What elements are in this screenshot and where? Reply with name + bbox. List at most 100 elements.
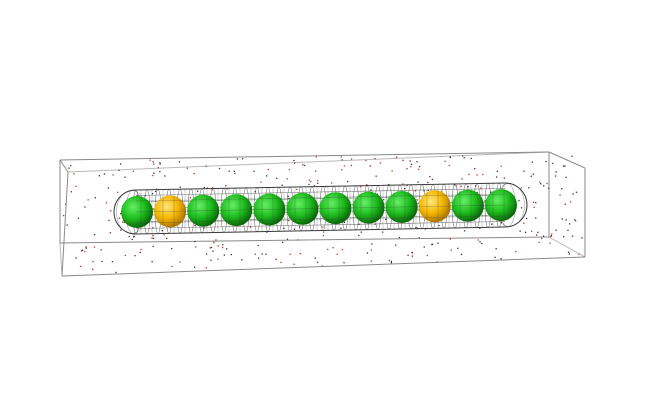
particle	[153, 163, 155, 165]
particle	[70, 191, 72, 193]
particle	[233, 170, 235, 172]
particle	[423, 246, 425, 248]
particle	[551, 233, 553, 235]
particle	[109, 232, 111, 234]
particle	[350, 158, 353, 160]
particle	[293, 263, 295, 265]
green-sphere	[187, 194, 220, 227]
particle	[66, 224, 68, 226]
particle	[308, 183, 310, 186]
particle	[242, 158, 244, 160]
particle	[565, 176, 567, 178]
particle	[537, 231, 539, 233]
particle	[195, 246, 197, 248]
particle	[548, 187, 550, 189]
particle	[343, 165, 346, 167]
particle	[299, 253, 301, 255]
particle	[105, 202, 108, 204]
particle	[406, 168, 408, 170]
green-sphere	[352, 191, 385, 224]
box-edge	[59, 159, 69, 173]
particle	[555, 229, 557, 231]
particle	[571, 155, 573, 157]
particle	[111, 261, 114, 263]
particle	[479, 241, 481, 243]
particle	[179, 186, 181, 188]
particle	[282, 241, 284, 243]
particle	[299, 226, 301, 228]
bounding-box-back	[59, 151, 550, 244]
particle	[178, 161, 181, 163]
particle	[463, 230, 466, 232]
green-sphere	[385, 191, 418, 223]
particle	[546, 182, 548, 185]
particle	[503, 177, 505, 179]
particle	[189, 197, 192, 199]
particle	[144, 195, 146, 197]
particle	[388, 183, 390, 186]
particle	[117, 191, 119, 193]
particle	[424, 228, 427, 230]
capsule-front-wire	[135, 193, 506, 202]
particle	[568, 253, 570, 255]
particle	[555, 171, 557, 173]
particle	[286, 238, 289, 240]
particle	[205, 253, 208, 255]
particle	[84, 250, 86, 253]
particle	[323, 231, 325, 233]
particle	[564, 165, 566, 167]
particle	[205, 267, 207, 269]
box-edge	[548, 151, 586, 169]
particle	[316, 261, 319, 263]
particle	[545, 160, 547, 163]
particle	[460, 185, 462, 187]
particle	[379, 162, 381, 164]
particle	[496, 176, 498, 178]
particle	[152, 245, 154, 247]
particle	[80, 250, 83, 252]
particle	[107, 187, 109, 189]
particle	[520, 187, 522, 189]
particle	[540, 183, 542, 185]
particle	[297, 239, 299, 241]
particle	[281, 184, 283, 186]
particle	[77, 217, 79, 219]
particle	[288, 219, 290, 222]
particle	[571, 235, 574, 237]
particle	[383, 199, 385, 201]
particle	[215, 239, 217, 241]
particle	[93, 234, 96, 236]
particle	[479, 227, 481, 229]
particle	[152, 174, 154, 177]
particle	[84, 206, 86, 208]
particle	[563, 236, 565, 238]
particle	[429, 175, 431, 178]
particle	[63, 215, 65, 217]
capsule-outline	[113, 182, 528, 235]
particle	[531, 161, 533, 163]
particle	[118, 217, 121, 219]
particle	[460, 253, 463, 256]
particle	[369, 165, 371, 167]
particle	[120, 163, 122, 165]
box-edge	[61, 171, 69, 277]
particle	[217, 245, 219, 247]
particle	[70, 165, 72, 167]
particle	[366, 252, 369, 254]
particle	[194, 266, 196, 268]
particle	[518, 199, 520, 202]
particle	[275, 258, 277, 260]
particle	[93, 246, 96, 248]
particle	[266, 231, 268, 233]
particle	[561, 218, 563, 220]
particle	[340, 227, 342, 229]
green-sphere	[451, 189, 484, 222]
particle	[136, 195, 138, 197]
particle	[467, 186, 469, 188]
particle	[370, 260, 373, 262]
particle	[341, 169, 343, 171]
particle	[254, 253, 256, 255]
particle	[81, 249, 84, 251]
